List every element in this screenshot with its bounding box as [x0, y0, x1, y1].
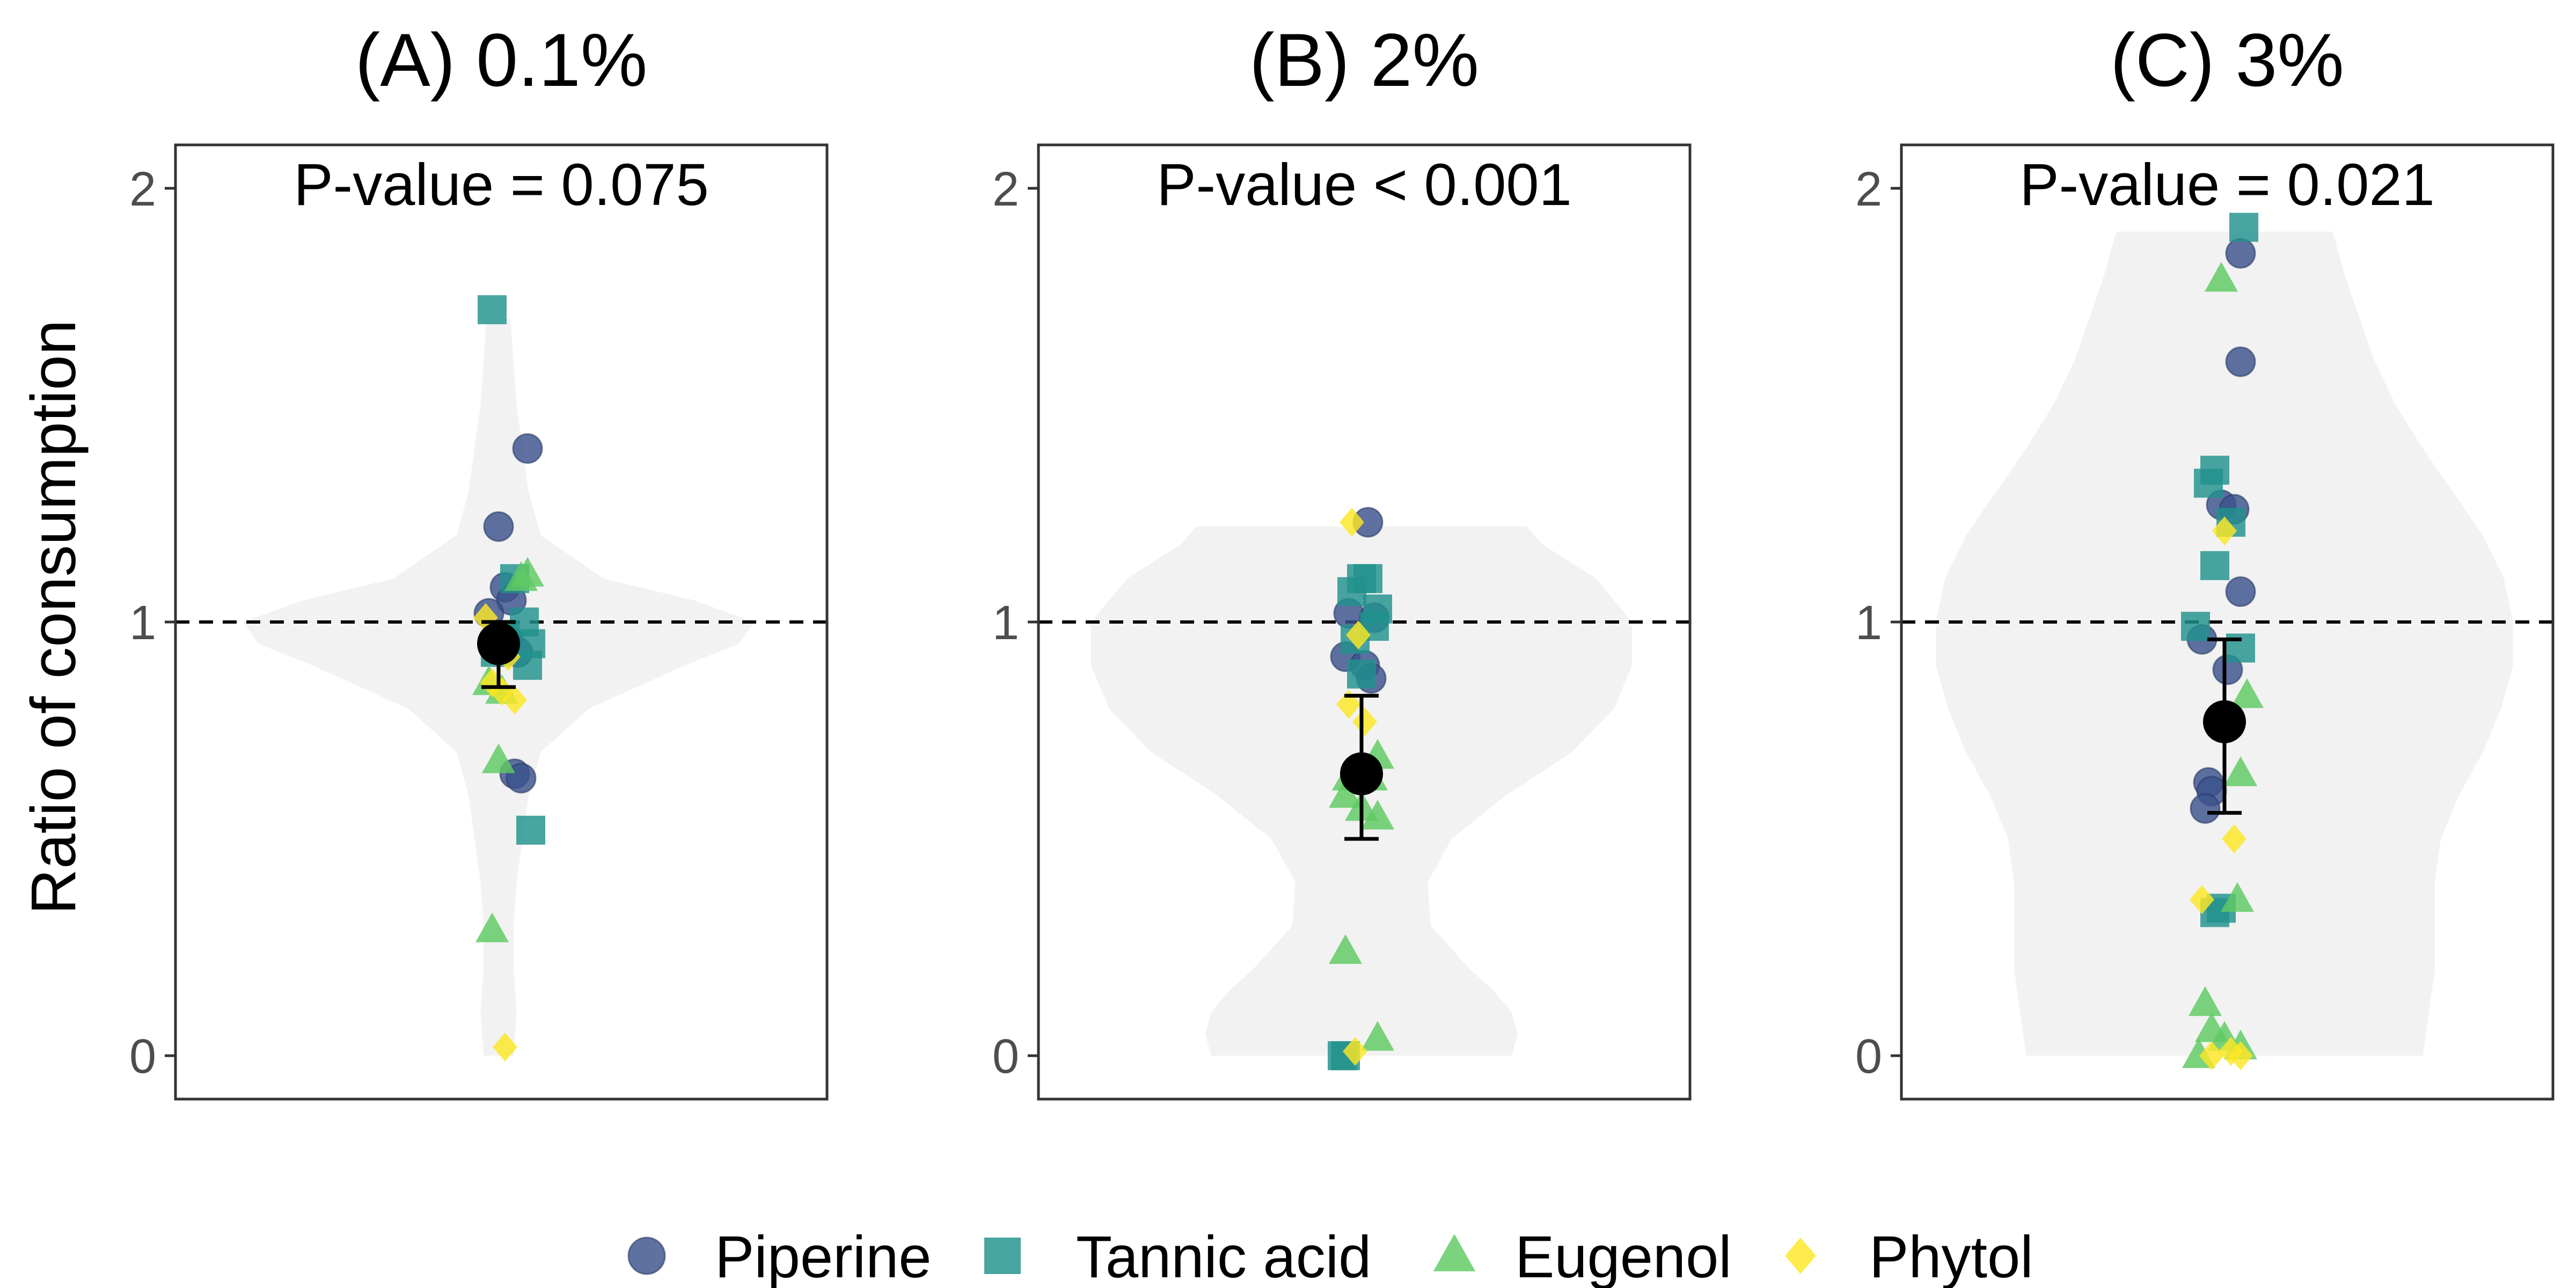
data-point-phytol	[502, 685, 527, 715]
legend-label: Phytol	[1869, 1224, 2033, 1288]
y-tick-label: 0	[992, 1030, 1019, 1084]
data-point-tannic-acid	[2194, 469, 2223, 498]
legend-label: Tannic acid	[1076, 1224, 1371, 1288]
data-point-phytol	[1346, 620, 1371, 650]
data-point-eugenol	[2223, 756, 2258, 786]
data-point-piperine	[2225, 238, 2256, 269]
data-point-piperine	[483, 511, 514, 542]
data-point-tannic-acid	[478, 295, 507, 325]
y-tick-label: 2	[129, 163, 156, 216]
panel-title: (C) 3%	[2110, 18, 2344, 102]
data-point-eugenol	[1328, 934, 1363, 964]
data-point-tannic-acid	[2181, 612, 2210, 641]
data-point-eugenol	[1328, 778, 1363, 808]
legend-label: Piperine	[715, 1224, 932, 1288]
data-point-piperine	[2225, 576, 2256, 607]
data-point-phytol	[2199, 1041, 2224, 1071]
legend-marker-piperine	[627, 1236, 666, 1275]
panel-title: (B) 2%	[1249, 18, 1479, 102]
data-point-phytol	[1336, 690, 1361, 719]
panel-2: 0 1 2 (B) 2% P-value < 0.001	[992, 18, 1692, 1101]
panel-3: 0 1 2 (C) 3% P-value = 0.021	[1855, 18, 2555, 1101]
data-point-eugenol	[1360, 1021, 1395, 1051]
data-point-tannic-acid	[2200, 551, 2229, 580]
data-point-eugenol	[2188, 986, 2222, 1016]
legend-marker-phytol	[1785, 1238, 1816, 1274]
data-point-piperine	[2190, 793, 2221, 824]
legend: Piperine Tannic acid Eugenol Phytol	[627, 1224, 2033, 1288]
data-point-tannic-acid	[1337, 577, 1366, 606]
data-point-phytol	[493, 1033, 517, 1062]
data-point-piperine	[512, 433, 543, 464]
p-value-annotation: P-value = 0.075	[294, 152, 709, 218]
y-tick-label: 1	[992, 596, 1019, 650]
mean-point	[1340, 752, 1383, 795]
panel-title: (A) 0.1%	[355, 18, 648, 102]
data-point-eugenol	[1360, 800, 1395, 830]
data-point-tannic-acid	[2229, 213, 2258, 242]
mean-point	[2203, 700, 2246, 743]
data-point-eugenol	[2204, 262, 2238, 292]
data-point-phytol	[2190, 885, 2214, 914]
y-tick-label: 2	[1855, 163, 1882, 216]
data-point-eugenol	[475, 912, 509, 942]
data-point-phytol	[2222, 824, 2246, 854]
data-point-tannic-acid	[1347, 659, 1376, 689]
panel-1: 0 1 2 (A) 0.1% P-value = 0.075	[129, 18, 829, 1101]
legend-marker-tannic-acid	[984, 1238, 1021, 1274]
data-point-tannic-acid	[516, 815, 545, 845]
data-point-phytol	[1340, 508, 1364, 537]
panels: 0 1 2 (A) 0.1% P-value = 0.075 0 1 2 (B) 2% P-val…	[129, 18, 2555, 1101]
y-tick-label: 2	[992, 163, 1019, 216]
y-tick-label: 1	[129, 596, 156, 650]
data-point-piperine	[2225, 346, 2256, 377]
y-tick-label: 0	[129, 1030, 156, 1084]
legend-marker-eugenol	[1433, 1234, 1476, 1271]
data-point-phytol	[1343, 1037, 1367, 1066]
legend-label: Eugenol	[1515, 1224, 1732, 1288]
y-tick-label: 1	[1855, 596, 1882, 650]
data-point-phytol	[2219, 1037, 2243, 1066]
data-point-eugenol	[2230, 678, 2264, 708]
p-value-annotation: P-value < 0.001	[1157, 152, 1572, 218]
data-point-phytol	[1352, 707, 1377, 736]
mean-point	[477, 622, 520, 665]
data-point-eugenol	[510, 557, 545, 587]
data-point-eugenol	[2220, 882, 2255, 912]
y-tick-label: 0	[1855, 1030, 1882, 1084]
y-axis-label: Ratio of consumption	[18, 320, 89, 915]
data-point-phytol	[2212, 516, 2237, 546]
p-value-annotation: P-value = 0.021	[2019, 152, 2435, 218]
data-point-eugenol	[481, 743, 516, 773]
